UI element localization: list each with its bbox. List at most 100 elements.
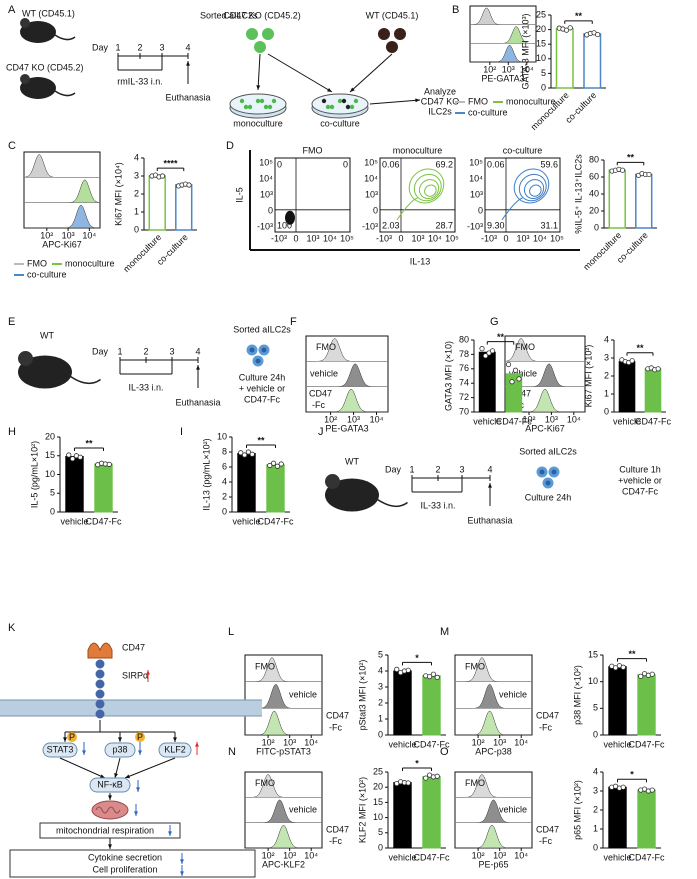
y-tick-label: 10⁴ xyxy=(259,173,273,183)
arrow-head xyxy=(118,737,122,742)
y-tick-label: 76 xyxy=(459,363,469,373)
node-box xyxy=(9,849,256,878)
x-axis-label: APC-Ki67 xyxy=(525,423,565,433)
hist-tick: 10² xyxy=(522,414,535,424)
group-label: CD47 KO (CD45.2) xyxy=(6,62,84,72)
label: Euthanasia xyxy=(467,515,512,525)
data-point xyxy=(106,461,112,467)
y-tick-label: 2 xyxy=(222,491,227,501)
y-tick-label: 2 xyxy=(604,370,609,380)
significance: * xyxy=(415,758,419,768)
data-point xyxy=(238,450,244,456)
data-point xyxy=(649,787,655,793)
panel-label: I xyxy=(180,426,183,438)
data-point xyxy=(270,460,277,466)
y-axis-label: p65 MFI (×10²) xyxy=(572,780,582,840)
lane-label: vehicle xyxy=(499,689,527,699)
data-point xyxy=(267,462,273,469)
legend-entry: FMO xyxy=(468,96,488,106)
quadrant-value: 59.6 xyxy=(540,159,558,169)
arrow xyxy=(349,53,393,93)
significance: ** xyxy=(575,11,583,21)
data-point xyxy=(405,667,411,673)
sirpa-domain xyxy=(95,659,105,669)
y-tick-label: 2 xyxy=(378,697,383,707)
arrow-head xyxy=(138,750,142,755)
lane-label: vehicle xyxy=(499,804,527,814)
contour xyxy=(424,184,437,197)
x-axis-label: APC-p38 xyxy=(475,746,512,756)
y-tick-label: 0 xyxy=(50,506,55,516)
arrow-head xyxy=(114,773,119,778)
quadrant-value: 28.7 xyxy=(435,220,453,230)
label: CD47 KO xyxy=(421,96,460,106)
label: + vehicle or xyxy=(239,383,285,393)
arrow-head xyxy=(180,859,184,864)
y-tick-label: 6 xyxy=(222,461,227,471)
lane-label: FMO xyxy=(255,778,275,788)
hist-tick: 10⁴ xyxy=(514,737,528,747)
y-tick-label: 10⁴ xyxy=(469,173,483,183)
dish-cell xyxy=(263,104,269,110)
x-tick-label: vehicle xyxy=(388,739,416,749)
y-tick-label: 60 xyxy=(589,171,599,181)
mouse-icon xyxy=(325,478,379,512)
panel-label: F xyxy=(290,316,297,328)
label: Cytokine secretion xyxy=(88,852,162,862)
x-axis-label: IL-13 xyxy=(410,256,431,266)
lane-label: -Fc xyxy=(312,400,325,410)
wt-cell xyxy=(386,41,398,53)
arrow-head xyxy=(488,483,492,488)
y-tick-label: 3 xyxy=(604,352,609,362)
label: Sorted aILC2s xyxy=(519,446,577,456)
x-tick-label: CD47-Fc xyxy=(413,739,450,749)
y-tick-label: 10 xyxy=(45,469,55,479)
y-tick-label: 20 xyxy=(45,431,55,441)
x-tick-label: 10⁵ xyxy=(340,233,354,243)
ko-cell xyxy=(254,41,266,53)
x-tick-label: vehicle xyxy=(388,852,416,862)
significance: * xyxy=(630,770,634,780)
contour xyxy=(529,184,542,197)
data-point xyxy=(274,463,281,469)
quadrant-value: 31.1 xyxy=(540,220,558,230)
significance: * xyxy=(415,653,419,663)
y-tick-label: 1 xyxy=(593,823,598,833)
sirpa-domain xyxy=(95,669,105,679)
legend-entry: co-culture xyxy=(468,107,508,117)
data-point xyxy=(423,775,429,781)
label: Cell proliferation xyxy=(92,864,157,874)
y-axis-label: Ki67 MFI (×10²) xyxy=(583,345,593,408)
label: Culture 24h xyxy=(525,492,572,502)
panel-label: G xyxy=(490,316,499,328)
arrow-head xyxy=(168,831,172,836)
sirpa-domain xyxy=(95,679,105,689)
contour xyxy=(418,179,440,199)
arrow-head xyxy=(108,844,112,849)
quadrant-value: 100 xyxy=(277,220,292,230)
day-number: 2 xyxy=(137,42,142,52)
y-tick-label: 5 xyxy=(50,488,55,498)
x-tick-label: vehicle xyxy=(473,416,501,426)
day-number: 2 xyxy=(435,464,440,474)
data-point xyxy=(649,671,655,677)
label: IL-33 i.n. xyxy=(128,382,163,392)
arrow-head xyxy=(196,365,200,370)
significance: ** xyxy=(257,435,265,445)
lane-label: vehicle xyxy=(509,368,537,378)
sirpa-domain xyxy=(95,689,105,699)
lane-label: FMO xyxy=(316,342,336,352)
contour xyxy=(523,179,545,199)
y-tick-label: 10³ xyxy=(365,189,378,199)
bar xyxy=(94,463,113,513)
data-point xyxy=(66,452,72,458)
day-number: 3 xyxy=(459,464,464,474)
dish xyxy=(311,93,369,115)
label: monoculture xyxy=(233,118,283,128)
histogram-trace xyxy=(245,710,322,736)
x-tick-label: 10⁵ xyxy=(550,233,564,243)
group-label: WT (CD45.1) xyxy=(22,8,75,18)
y-tick-label: 25 xyxy=(373,766,383,776)
lane-label: -Fc xyxy=(329,836,342,846)
data-point xyxy=(405,780,411,786)
